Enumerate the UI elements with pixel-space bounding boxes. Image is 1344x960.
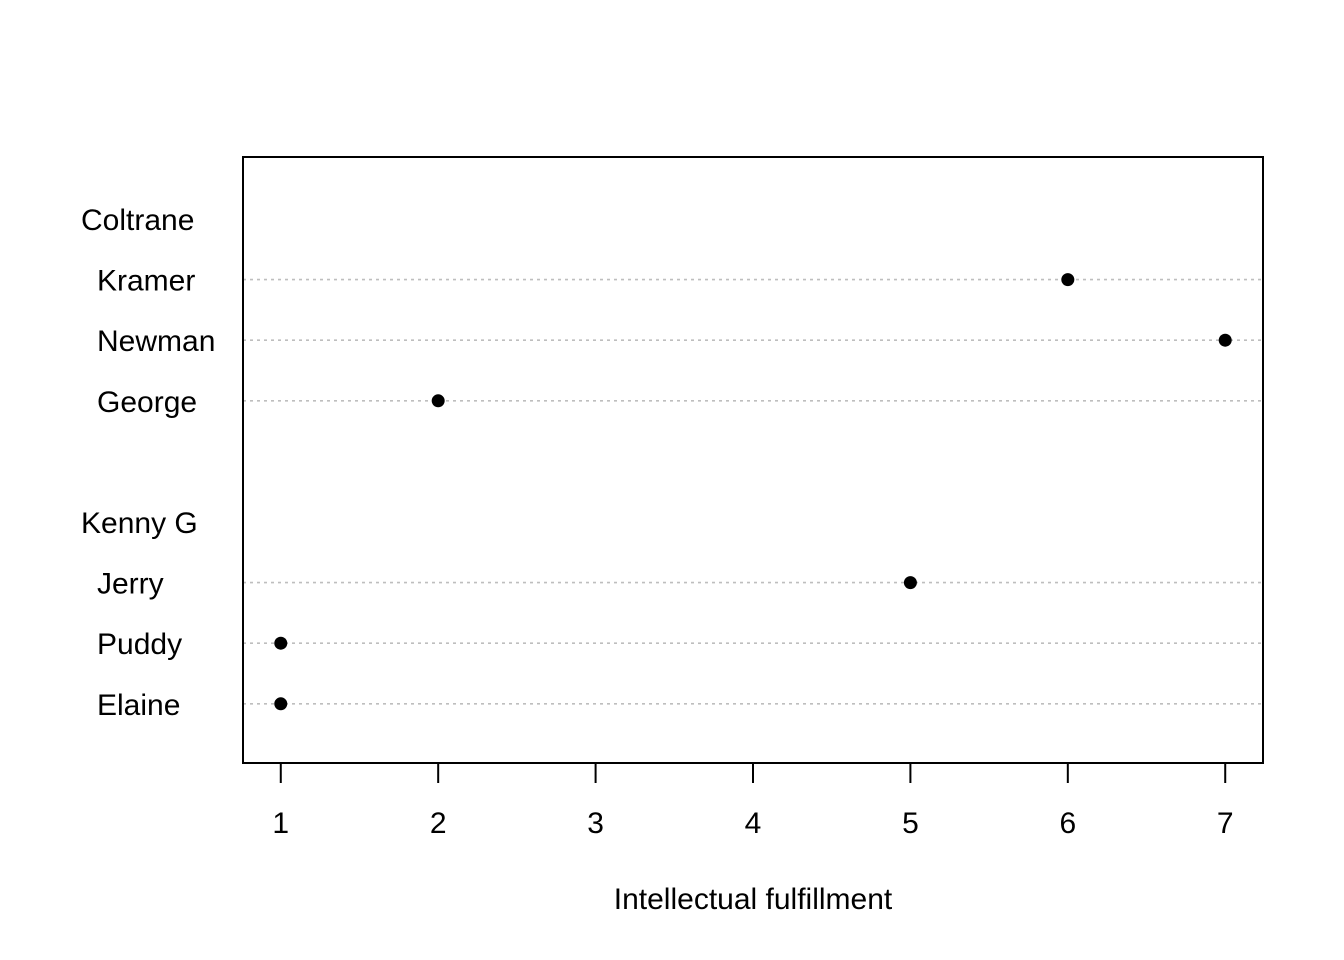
x-axis: 1 2 3 4 5 6 7 [272,762,1234,840]
row-label: George [97,386,197,419]
x-tick-label: 3 [587,807,604,840]
row-labels: Coltrane Kramer Newman George Kenny G Jerry Pu… [81,204,215,722]
row-label: Kramer [97,265,195,298]
data-point [274,697,288,711]
data-point [1218,333,1232,347]
data-point [274,636,288,650]
x-tick-label: 4 [745,807,762,840]
data-point [903,576,917,590]
row-label: Puddy [97,628,182,661]
x-tick-label: 7 [1217,807,1234,840]
x-tick-label: 1 [272,807,289,840]
plot-frame [242,156,1264,764]
row-label: Newman [97,325,215,358]
data-point [431,394,445,408]
x-axis-title: Intellectual fulfillment [614,883,893,916]
x-tick-label: 5 [902,807,919,840]
row-label: Elaine [97,689,180,722]
row-label: Jerry [97,568,164,601]
group-label: Kenny G [81,507,198,540]
x-tick-label: 2 [430,807,447,840]
x-tick-label: 6 [1059,807,1076,840]
data-points [274,273,1232,711]
group-label: Coltrane [81,204,194,237]
grid-lines [243,278,1263,705]
data-point [1061,273,1075,287]
